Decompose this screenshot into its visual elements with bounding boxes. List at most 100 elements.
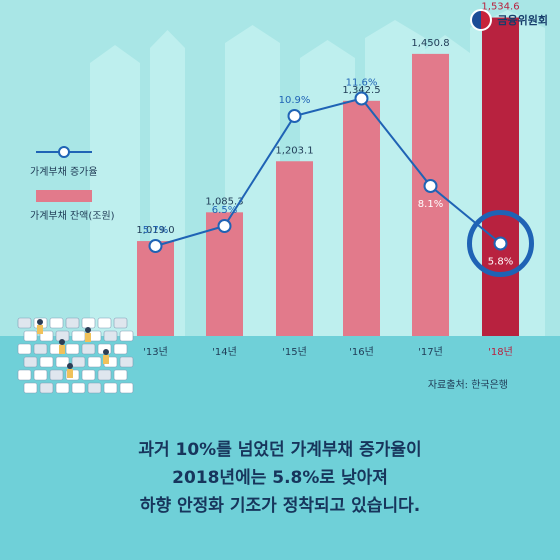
person-figure-icon — [85, 333, 91, 342]
bar-value-label: 1,342.5 — [342, 85, 380, 96]
x-tick-label: '15년 — [282, 346, 307, 358]
puzzle-piece-icon — [71, 382, 86, 394]
puzzle-piece-icon — [71, 330, 86, 342]
puzzle-piece-icon — [97, 369, 112, 381]
puzzle-piece-icon — [23, 330, 38, 342]
line-value-label: 5.7% — [143, 225, 168, 236]
puzzle-illustration — [17, 317, 134, 394]
puzzle-piece-icon — [49, 369, 64, 381]
line-point — [287, 109, 302, 123]
background-building-roof — [90, 45, 140, 63]
puzzle-piece-icon — [49, 317, 64, 329]
background-building-roof — [225, 25, 280, 43]
line-value-label: 11.6% — [346, 78, 378, 89]
puzzle-piece-icon — [65, 317, 80, 329]
source-note: 자료출처: 한국은행 — [427, 380, 508, 391]
caption: 과거 10%를 넘었던 가계부채 증가율이 2018년에는 5.8%로 낮아져 … — [0, 436, 560, 520]
x-tick-label: '18년 — [488, 346, 513, 358]
puzzle-piece-icon — [119, 330, 134, 342]
x-tick-label: '17년 — [418, 346, 443, 358]
puzzle-piece-icon — [39, 382, 54, 394]
puzzle-piece-icon — [103, 382, 118, 394]
line-point — [423, 179, 438, 193]
person-figure-icon — [85, 327, 91, 333]
line-point — [148, 239, 163, 253]
legend: 가계부채 증가율 가계부채 잔액(조원) — [30, 146, 115, 234]
person-figure-icon — [103, 355, 109, 364]
background-building-roof — [150, 30, 185, 48]
bar — [137, 241, 174, 336]
puzzle-piece-icon — [39, 330, 54, 342]
puzzle-piece-icon — [17, 343, 32, 355]
puzzle-piece-icon — [71, 356, 86, 368]
puzzle-piece-icon — [87, 382, 102, 394]
legend-item-rate: 가계부채 증가율 — [30, 146, 115, 178]
bar — [276, 161, 313, 336]
caption-line-1: 과거 10%를 넘었던 가계부채 증가율이 — [138, 440, 422, 460]
puzzle-piece-icon — [103, 330, 118, 342]
puzzle-piece-icon — [33, 369, 48, 381]
puzzle-piece-icon — [39, 356, 54, 368]
puzzle-piece-icon — [97, 317, 112, 329]
x-tick-label: '13년 — [143, 346, 168, 358]
caption-line-2: 2018년에는 5.8%로 낮아져 — [172, 468, 388, 488]
puzzle-piece-icon — [17, 317, 32, 329]
puzzle-piece-icon — [17, 369, 32, 381]
taegeuk-logo-icon — [470, 9, 493, 31]
puzzle-piece-icon — [81, 343, 96, 355]
rate-line — [155, 97, 502, 247]
person-figure-icon — [59, 339, 65, 345]
legend-item-balance: 가계부채 잔액(조원) — [30, 190, 115, 222]
puzzle-piece-icon — [55, 382, 70, 394]
logo: 금융위원회 — [470, 9, 548, 31]
person-figure-icon — [37, 319, 43, 325]
background-building-roof — [300, 40, 355, 58]
puzzle-piece-icon — [87, 356, 102, 368]
line-value-label: 6.5% — [212, 205, 237, 216]
line-value-label: 8.1% — [418, 199, 443, 210]
puzzle-piece-icon — [113, 369, 128, 381]
bar-value-label: 1,534.6 — [481, 2, 519, 13]
legend-label-rate: 가계부채 증가율 — [30, 167, 98, 178]
puzzle-piece-icon — [119, 382, 134, 394]
line-point — [217, 219, 232, 233]
puzzle-piece-icon — [81, 317, 96, 329]
puzzle-piece-icon — [119, 356, 134, 368]
bar-value-label: 1,450.8 — [411, 38, 449, 49]
bar — [412, 53, 449, 336]
background-building-roof — [420, 35, 470, 53]
puzzle-piece-icon — [23, 382, 38, 394]
puzzle-piece-icon — [113, 317, 128, 329]
caption-line-3: 하향 안정화 기조가 정착되고 있습니다. — [139, 496, 421, 516]
bar-series: 1,019.0 '13년 1,085.3 '14년 1,203.1 '15년 1,342.5… — [136, 2, 519, 358]
line-point — [493, 236, 508, 251]
puzzle-piece-icon — [81, 369, 96, 381]
puzzle-piece-icon — [113, 343, 128, 355]
puzzle-piece-icon — [33, 343, 48, 355]
line-series: 5.7% 6.5% 10.9% 11.6% 8.1% 5.8% — [143, 78, 534, 277]
legend-label-balance: 가계부채 잔액(조원) — [30, 211, 115, 222]
line-point — [354, 91, 369, 106]
puzzle-piece-icon — [55, 356, 70, 368]
bar — [482, 17, 519, 336]
person-figure-icon — [67, 369, 73, 378]
puzzle-piece-icon — [23, 356, 38, 368]
bar-value-label: 1,019.0 — [136, 225, 174, 236]
x-tick-label: '14년 — [212, 346, 237, 358]
logo-text: 금융위원회 — [497, 14, 548, 27]
line-value-label: 5.8% — [488, 257, 513, 268]
person-figure-icon — [37, 325, 43, 334]
bar-value-label: 1,085.3 — [205, 196, 243, 207]
line-value-label: 10.9% — [279, 95, 311, 106]
x-tick-label: '16년 — [349, 346, 374, 358]
person-figure-icon — [103, 349, 109, 355]
highlight-ring — [467, 210, 534, 277]
person-figure-icon — [67, 363, 73, 369]
bar-value-label: 1,203.1 — [275, 145, 313, 156]
background-building — [90, 63, 140, 336]
puzzle-piece-icon — [65, 343, 80, 355]
bar-swatch-icon — [36, 190, 92, 202]
background-building-roof — [365, 20, 425, 38]
line-marker-icon — [36, 146, 92, 158]
bar — [343, 100, 380, 336]
